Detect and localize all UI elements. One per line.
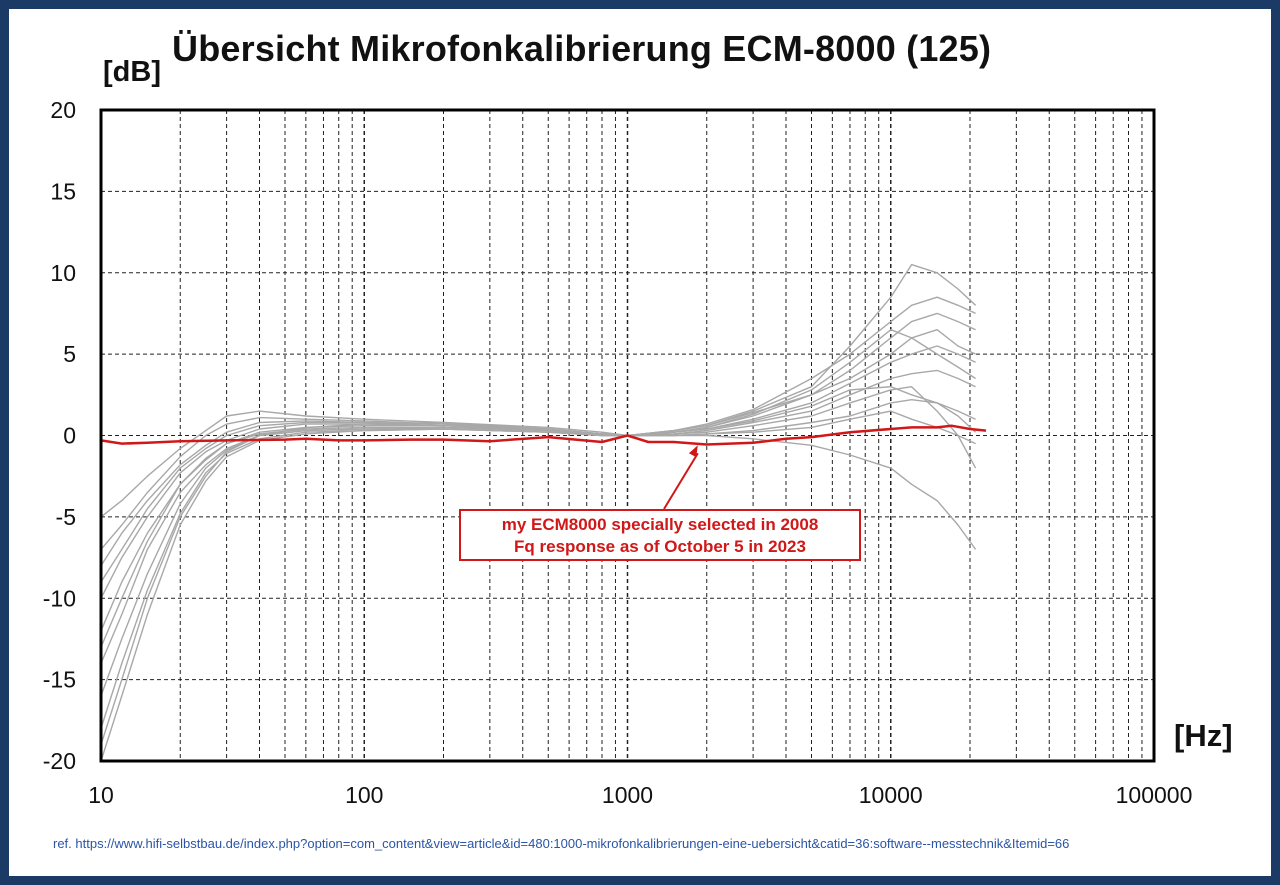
y-tick-label: -15 [43, 667, 76, 693]
series-line [100, 410, 976, 518]
annotation-line-1: my ECM8000 specially selected in 2008 [501, 515, 819, 534]
tick-labels: 20 15 10 5 0 -5 -10 -15 -20 10 100 1000 10000 100000 [43, 97, 1193, 808]
x-tick-label: 1000 [602, 782, 653, 808]
series-line-selected [100, 424, 987, 446]
x-tick-label: 100000 [1116, 782, 1193, 808]
annotation-arrow-line [663, 452, 699, 510]
reference-link[interactable]: ref. https://www.hifi-selbstbau.de/index… [53, 836, 1070, 851]
y-tick-label: 20 [50, 97, 76, 123]
series-lines [100, 263, 987, 762]
y-tick-label: 0 [63, 423, 76, 449]
y-axis-label: [dB] [103, 56, 161, 88]
plot-border [99, 108, 1156, 763]
annotation-line-2: Fq response as of October 5 in 2023 [514, 537, 806, 556]
chart-title: Übersicht Mikrofonkalibrierung ECM-8000 … [172, 28, 992, 69]
x-tick-label: 10 [88, 782, 114, 808]
series-line [100, 329, 976, 762]
y-tick-label: 10 [50, 260, 76, 286]
y-tick-label: 15 [50, 178, 76, 204]
series-line [100, 386, 977, 583]
x-axis-label: [Hz] [1174, 718, 1233, 753]
annotation-arrow-head [688, 445, 698, 458]
y-tick-label: -5 [56, 504, 76, 530]
annotation-arrow [663, 445, 699, 510]
x-tick-label: 100 [345, 782, 383, 808]
x-tick-label: 10000 [859, 782, 923, 808]
y-tick-label: -10 [43, 585, 76, 611]
annotation-box: my ECM8000 specially selected in 2008 Fq… [459, 509, 861, 561]
y-tick-label: 5 [63, 341, 76, 367]
y-tick-label: -20 [43, 748, 76, 774]
